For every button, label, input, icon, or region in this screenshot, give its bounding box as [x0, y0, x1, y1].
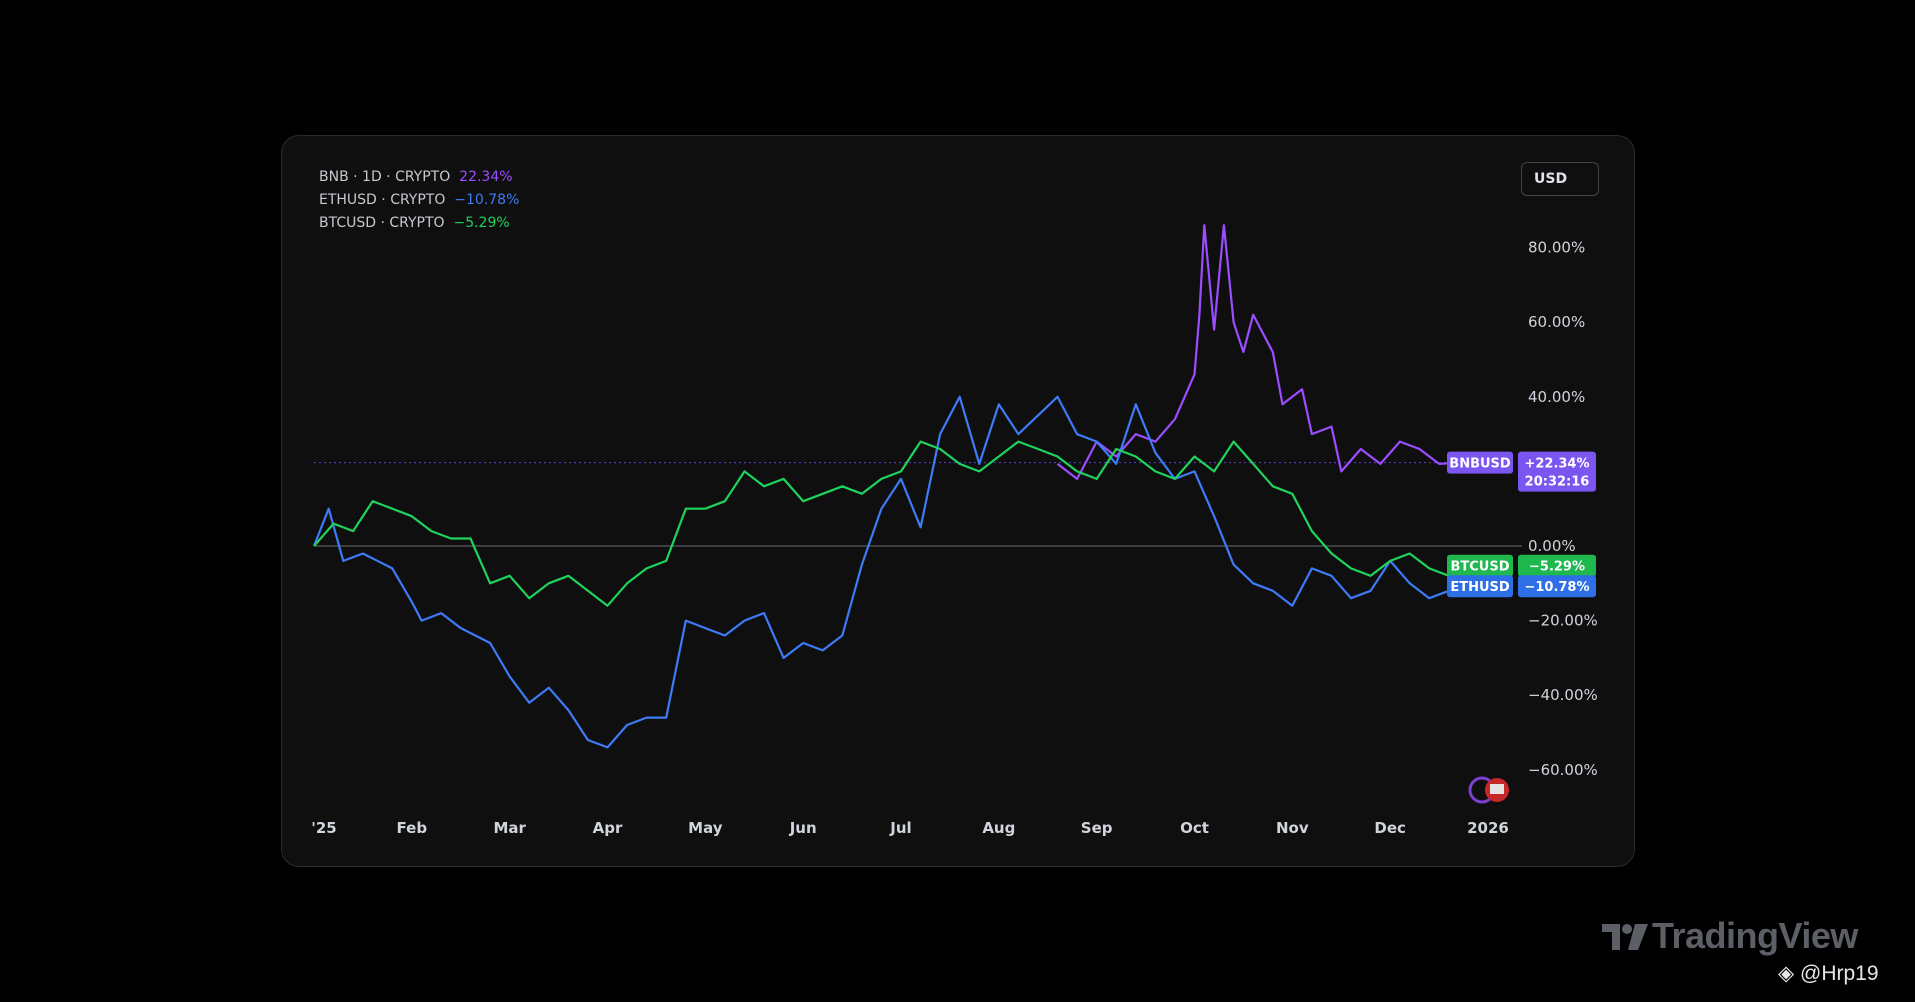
price-label-value-bg [1518, 451, 1596, 492]
price-label-name-bg [1447, 554, 1513, 577]
x-tick-label: Apr [593, 819, 623, 837]
y-tick-label: 40.00% [1528, 388, 1585, 406]
x-tick-label: Jul [889, 819, 911, 837]
y-tick-label: −20.00% [1528, 612, 1598, 630]
author-handle: @Hrp19 [1800, 962, 1879, 985]
diamond-logo-icon: ◈ [1778, 962, 1795, 985]
y-tick-label: −60.00% [1528, 761, 1598, 779]
legend-symbol: ETHUSD · CRYPTO [319, 192, 446, 208]
author-watermark: ◈ @Hrp19 [1778, 961, 1879, 986]
currency-button[interactable]: USD [1521, 162, 1599, 196]
y-tick-label: 60.00% [1528, 313, 1585, 331]
price-label-name: BTCUSD [1450, 560, 1509, 575]
chart-canvas[interactable]: 80.00% 60.00% 40.00% −20.00% −40.00% −60.00% 0… [282, 136, 1634, 866]
us-flag-stripe-icon [1490, 784, 1504, 794]
series-line-ethusd[interactable] [312, 395, 1464, 749]
legend-row-btc[interactable]: BTCUSD · CRYPTO −5.29% [319, 212, 519, 235]
legend-change: 22.34% [459, 169, 513, 185]
price-label-name-bg [1447, 575, 1513, 598]
price-label-countdown: 20:32:16 [1525, 475, 1590, 490]
legend-symbol: BNB · 1D · CRYPTO [319, 169, 451, 185]
legend-row-eth[interactable]: ETHUSD · CRYPTO −10.78% [319, 189, 519, 212]
chart-panel: 80.00% 60.00% 40.00% −20.00% −40.00% −60.00% 0… [281, 135, 1635, 867]
x-tick-label: Nov [1276, 819, 1309, 837]
y-tick-label-zero: 0.00% [1528, 537, 1576, 555]
x-tick-label: Sep [1081, 819, 1113, 837]
x-tick-label: Aug [982, 819, 1015, 837]
price-label-name: BNBUSD [1449, 457, 1511, 472]
legend-row-bnb[interactable]: BNB · 1D · CRYPTO 22.34% [319, 166, 519, 189]
price-label-name: ETHUSD [1450, 580, 1510, 595]
tradingview-logo-icon [1602, 924, 1648, 950]
series-line-btcusd[interactable] [313, 440, 1465, 607]
price-label-value: +22.34% [1524, 457, 1589, 472]
series-line-bnbusd[interactable] [1056, 224, 1459, 480]
x-tick-label: May [688, 819, 723, 837]
legend: BNB · 1D · CRYPTO 22.34% ETHUSD · CRYPTO… [319, 166, 519, 235]
legend-change: −10.78% [454, 192, 520, 208]
price-label-value-bg [1518, 554, 1596, 577]
legend-change: −5.29% [453, 215, 510, 231]
y-tick-label: −40.00% [1528, 686, 1598, 704]
price-label-value: −5.29% [1529, 560, 1585, 575]
x-tick-label: Dec [1374, 819, 1406, 837]
price-label-value: −10.78% [1524, 580, 1589, 595]
x-tick-label: Oct [1180, 819, 1209, 837]
x-tick-label: Mar [493, 819, 526, 837]
tradingview-wordmark: TradingView [1652, 915, 1858, 956]
y-tick-label: 80.00% [1528, 239, 1585, 257]
x-tick-label: 2026 [1467, 819, 1509, 837]
x-tick-label: Feb [397, 819, 428, 837]
legend-symbol: BTCUSD · CRYPTO [319, 215, 445, 231]
price-label-value-bg [1518, 575, 1596, 598]
price-label-name-bg [1447, 451, 1513, 474]
x-tick-label: '25 [311, 819, 336, 837]
x-tick-label: Jun [789, 819, 817, 837]
